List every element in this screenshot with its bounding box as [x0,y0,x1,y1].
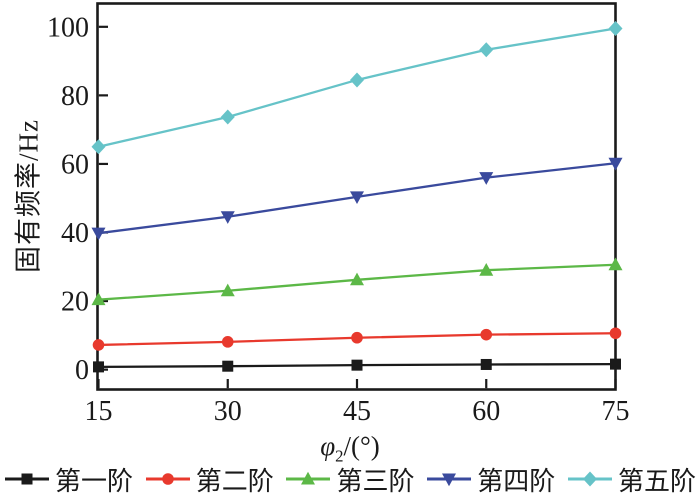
circle-legend-icon [145,473,190,485]
x-tick-label: 75 [602,396,630,427]
phi-subscript: 2 [335,446,344,466]
order-3-marker-icon [608,257,623,271]
series-order-5 [91,21,623,155]
y-tick-label: 60 [61,149,89,180]
triangle-down-legend-icon [427,473,472,487]
order-1-marker-icon [351,359,363,371]
order-3-marker-icon [350,272,364,286]
order-1-legend-marker-icon [21,473,33,485]
y-tick-label: 40 [61,218,89,249]
order-1-marker-icon [480,358,492,370]
order-3-legend-marker-icon [301,471,316,485]
triangle-up-legend-icon [286,471,331,485]
legend: 第一阶 第二阶 第三阶 第四阶 第五阶 [4,460,696,498]
order-5-marker-icon [220,109,235,125]
square-legend-icon [5,473,49,485]
order-2-marker-icon [609,327,622,340]
y-tick-label: 100 [47,12,89,43]
x-tick-label: 15 [85,396,113,427]
order-2-marker-icon [351,331,363,344]
x-tick-label: 30 [214,396,242,427]
series-order-1 [93,358,621,373]
order-5-marker-icon [91,139,106,155]
order-2-marker-icon [480,328,493,341]
y-axis-title-text: 固有频率/Hz [13,119,44,273]
plot-border [96,2,617,391]
legend-label: 第四阶 [477,466,556,496]
legend-item-order-5: 第五阶 [567,461,696,498]
x-axis-title: φ2/(°) [0,431,700,466]
phi-symbol: φ [320,431,336,461]
legend-label: 第二阶 [195,466,274,496]
order-3-marker-icon [91,292,106,306]
order-4-marker-icon [91,227,106,241]
order-1-marker-icon [610,358,621,370]
x-tick-label: 60 [472,396,500,427]
legend-item-order-1: 第一阶 [4,461,133,498]
diamond-legend-icon [567,471,612,487]
order-5-legend-marker-icon [582,471,597,487]
order-4-legend-marker-icon [442,473,457,487]
x-axis-unit: /(°) [343,431,380,461]
order-4-marker-icon [479,172,494,185]
order-5-marker-icon [608,21,623,37]
order-1-marker-icon [93,361,104,373]
y-axis-title: 固有频率/Hz [7,119,46,273]
legend-label: 第三阶 [336,466,415,496]
series-order-2 [92,327,622,351]
y-tick-label: 0 [75,355,89,386]
y-tick-label: 80 [61,81,89,112]
legend-label: 第五阶 [617,466,696,496]
legend-item-order-3: 第三阶 [285,461,414,498]
order-2-marker-icon [221,336,234,348]
order-3-marker-icon [220,283,235,297]
y-axis-ticks: 0 20 40 60 80 100 [47,12,108,386]
y-tick-label: 20 [61,287,89,318]
order-5-marker-icon [350,72,364,88]
order-4-marker-icon [608,157,623,171]
legend-item-order-2: 第二阶 [145,461,274,498]
order-1-marker-icon [222,360,234,372]
legend-label: 第一阶 [55,466,134,496]
series-order-5-line [98,27,616,148]
order-2-legend-marker-icon [161,473,174,485]
x-tick-label: 45 [343,396,371,427]
order-3-marker-icon [479,263,494,276]
legend-item-order-4: 第四阶 [426,461,555,498]
order-2-marker-icon [92,339,105,351]
order-4-marker-icon [350,191,364,205]
x-axis-ticks: 15 30 45 60 75 [85,379,630,427]
order-4-marker-icon [220,211,235,224]
series-order-3 [91,257,623,306]
series-order-4 [91,157,623,241]
order-5-marker-icon [479,42,494,58]
